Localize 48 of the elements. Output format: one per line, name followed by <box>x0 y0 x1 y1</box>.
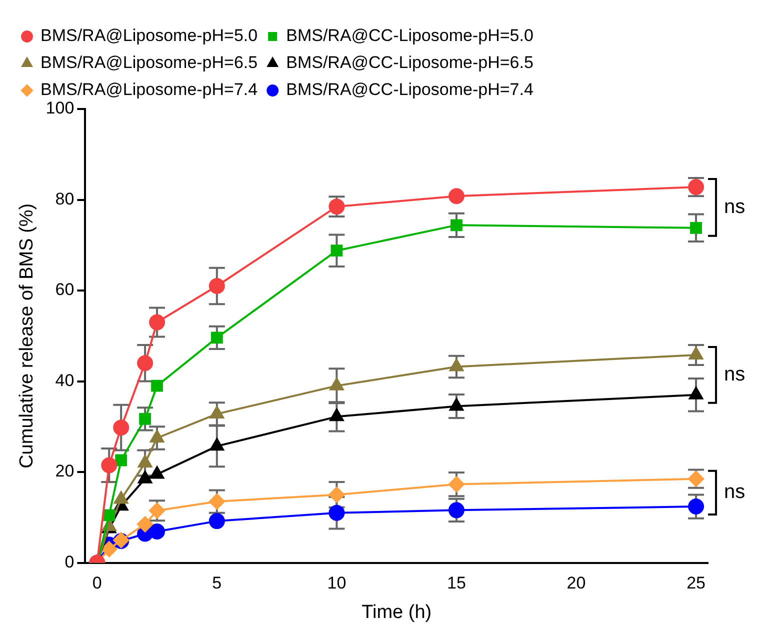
point <box>208 513 225 530</box>
point <box>208 494 225 510</box>
point <box>139 412 151 425</box>
point <box>101 541 118 558</box>
x-tick-label: 10 <box>327 574 346 593</box>
point <box>149 314 166 330</box>
text: ns <box>724 481 746 504</box>
y-tick-label: 100 <box>46 98 74 118</box>
point <box>448 502 464 518</box>
text: ns <box>724 196 746 218</box>
point <box>150 430 164 443</box>
point <box>137 355 154 372</box>
x-tick-label: 0 <box>92 574 102 593</box>
point <box>115 454 128 466</box>
x-axis-title: Time (h) <box>362 602 432 623</box>
x-tick-label: 5 <box>212 574 222 593</box>
text: ns <box>724 363 746 386</box>
x-tick-label: 25 <box>686 574 706 593</box>
point <box>448 188 464 204</box>
legend-label: BMS/RA@Liposome-pH=7.4 <box>40 80 258 100</box>
point <box>208 278 225 294</box>
legend-label: BMS/RA@CC-Liposome-pH=5.0 <box>286 26 534 46</box>
y-tick-label: 20 <box>55 462 74 481</box>
point <box>690 222 702 234</box>
y-tick-label: 80 <box>55 189 74 208</box>
legend-label: BMS/RA@Liposome-pH=5.0 <box>40 26 258 46</box>
point <box>330 244 343 257</box>
legend-label: BMS/RA@CC-Liposome-pH=6.5 <box>286 53 534 72</box>
point <box>113 420 130 436</box>
point <box>688 498 704 515</box>
point <box>101 457 118 474</box>
x-tick-label: 15 <box>447 574 466 593</box>
point <box>448 476 464 492</box>
point <box>328 486 345 503</box>
point <box>137 516 154 532</box>
legend-label: BMS/RA@Liposome-pH=6.5 <box>40 53 258 72</box>
point <box>149 523 166 540</box>
x-tick-label: 20 <box>566 574 586 593</box>
point <box>103 509 116 522</box>
point <box>151 380 163 392</box>
point <box>210 332 223 344</box>
y-tick-label: 0 <box>64 552 74 572</box>
y-tick-label: 60 <box>55 280 74 300</box>
y-tick-label: 40 <box>55 370 74 390</box>
legend-label: BMS/RA@CC-Liposome-pH=7.4 <box>286 80 534 100</box>
point <box>328 504 345 521</box>
y-axis-title: Cumulative release of BMS (%) <box>16 203 38 468</box>
point <box>450 219 462 232</box>
